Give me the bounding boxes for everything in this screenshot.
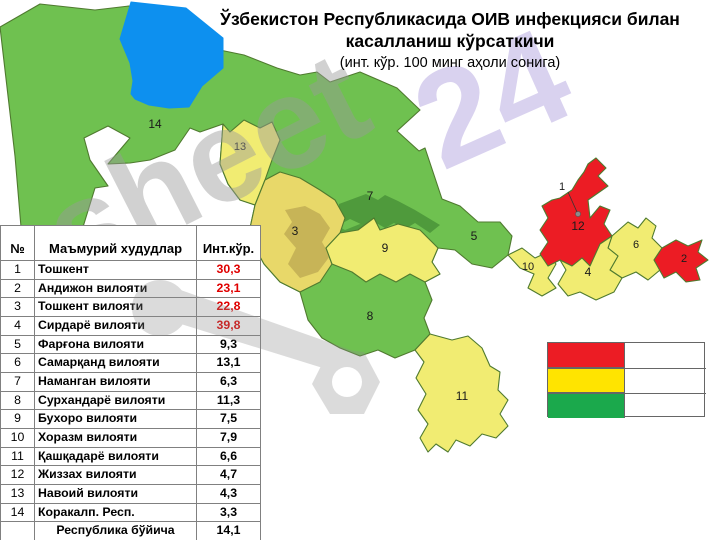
svg-text:3: 3 (292, 224, 299, 238)
svg-text:9: 9 (382, 241, 389, 255)
svg-text:6: 6 (633, 239, 639, 251)
svg-text:5: 5 (471, 229, 478, 243)
svg-text:10: 10 (522, 261, 534, 273)
svg-text:8: 8 (367, 309, 374, 323)
svg-text:13: 13 (234, 141, 246, 153)
svg-text:12: 12 (571, 219, 585, 233)
svg-text:1: 1 (559, 181, 565, 193)
svg-text:14: 14 (148, 117, 162, 131)
svg-text:2: 2 (681, 253, 687, 265)
svg-text:4: 4 (585, 265, 592, 279)
svg-text:11: 11 (456, 389, 469, 403)
svg-text:7: 7 (367, 189, 374, 203)
